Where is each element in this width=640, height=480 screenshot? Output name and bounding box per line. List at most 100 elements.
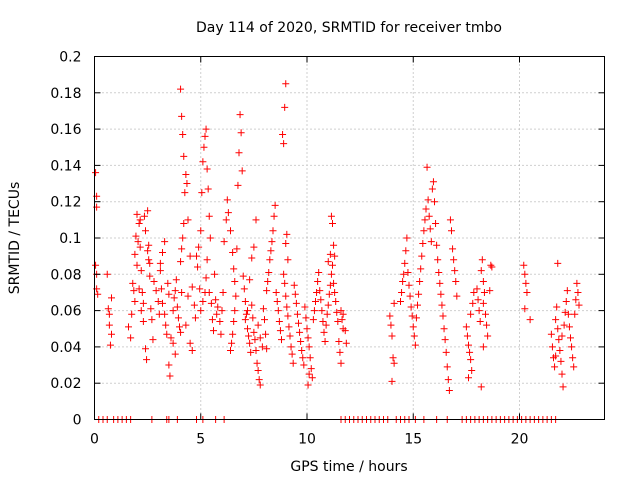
data-point [177,258,185,266]
data-point [254,321,262,329]
data-point [449,245,457,253]
data-point [145,256,153,264]
data-point [335,337,343,345]
data-point [280,270,288,278]
x-tick-label: 20 [511,432,529,448]
data-point [337,307,345,315]
data-point [290,281,298,289]
data-point [94,290,102,298]
y-axis-label: SRMTID / TECUs [7,182,23,295]
data-point [148,316,156,324]
data-point [450,256,458,264]
y-tick-label: 0.2 [59,50,81,66]
data-point [288,350,296,358]
data-point [202,274,210,282]
data-point [214,303,222,311]
data-point [398,288,406,296]
data-point [320,328,328,336]
data-point [560,321,568,329]
data-point [281,103,289,111]
data-point [262,330,270,338]
data-point [477,383,485,391]
data-point [178,288,186,296]
y-tick-label: 0.12 [50,195,81,211]
data-point [569,354,577,362]
x-tick-label: 10 [298,432,316,448]
data-point [157,285,165,293]
data-point [286,332,294,340]
data-point [178,112,186,120]
data-point [408,312,416,320]
data-point [198,189,206,197]
data-point [315,268,323,276]
data-point [174,314,182,322]
data-point [193,252,200,260]
data-point [241,298,249,306]
data-point [422,205,430,213]
data-point [154,298,162,306]
data-point [176,323,183,331]
data-point [555,336,563,344]
data-point [235,149,243,157]
data-point [424,196,432,204]
data-point [203,165,211,173]
data-point [293,310,301,318]
data-point [420,227,428,235]
data-point [173,303,181,311]
data-point [287,343,295,351]
data-point [558,332,566,340]
data-point [388,377,396,385]
data-point [322,321,330,329]
data-point [191,314,199,322]
data-point [571,310,579,318]
data-point [134,238,142,246]
data-point [426,225,434,233]
data-point [250,328,258,336]
x-tick-labels: 0 5 10 15 20 [90,432,528,448]
data-point [397,298,404,306]
data-point [482,310,489,318]
data-point [219,288,227,296]
data-point [477,267,485,275]
data-point [105,310,113,318]
data-point [227,347,234,355]
data-point [338,316,346,324]
data-point [220,238,228,246]
data-point [263,345,271,353]
data-point [333,308,341,316]
data-point [210,327,217,335]
data-point [181,189,189,197]
data-point [341,327,349,335]
data-point [310,307,318,315]
data-point [228,339,236,347]
data-point [548,343,556,351]
data-point [200,143,208,151]
data-point [462,323,470,331]
data-point [418,252,426,260]
data-point [188,283,196,291]
data-point [184,216,192,224]
data-point [149,336,157,344]
data-point [319,317,327,325]
data-point [177,328,185,336]
data-point [188,347,196,355]
data-point [129,279,137,287]
data-point [145,241,153,249]
data-point [475,307,483,315]
data-point [248,301,256,309]
data-point [131,298,139,306]
data-point [276,327,284,335]
data-point [179,131,187,139]
data-point [440,325,448,333]
data-point [180,152,188,160]
data-point [275,317,283,325]
data-point [304,334,312,342]
data-point [133,210,141,218]
data-point [415,290,423,298]
data-point [410,332,418,340]
data-point [305,343,313,351]
data-point [307,365,315,373]
data-point [136,243,144,251]
data-point [289,359,297,367]
